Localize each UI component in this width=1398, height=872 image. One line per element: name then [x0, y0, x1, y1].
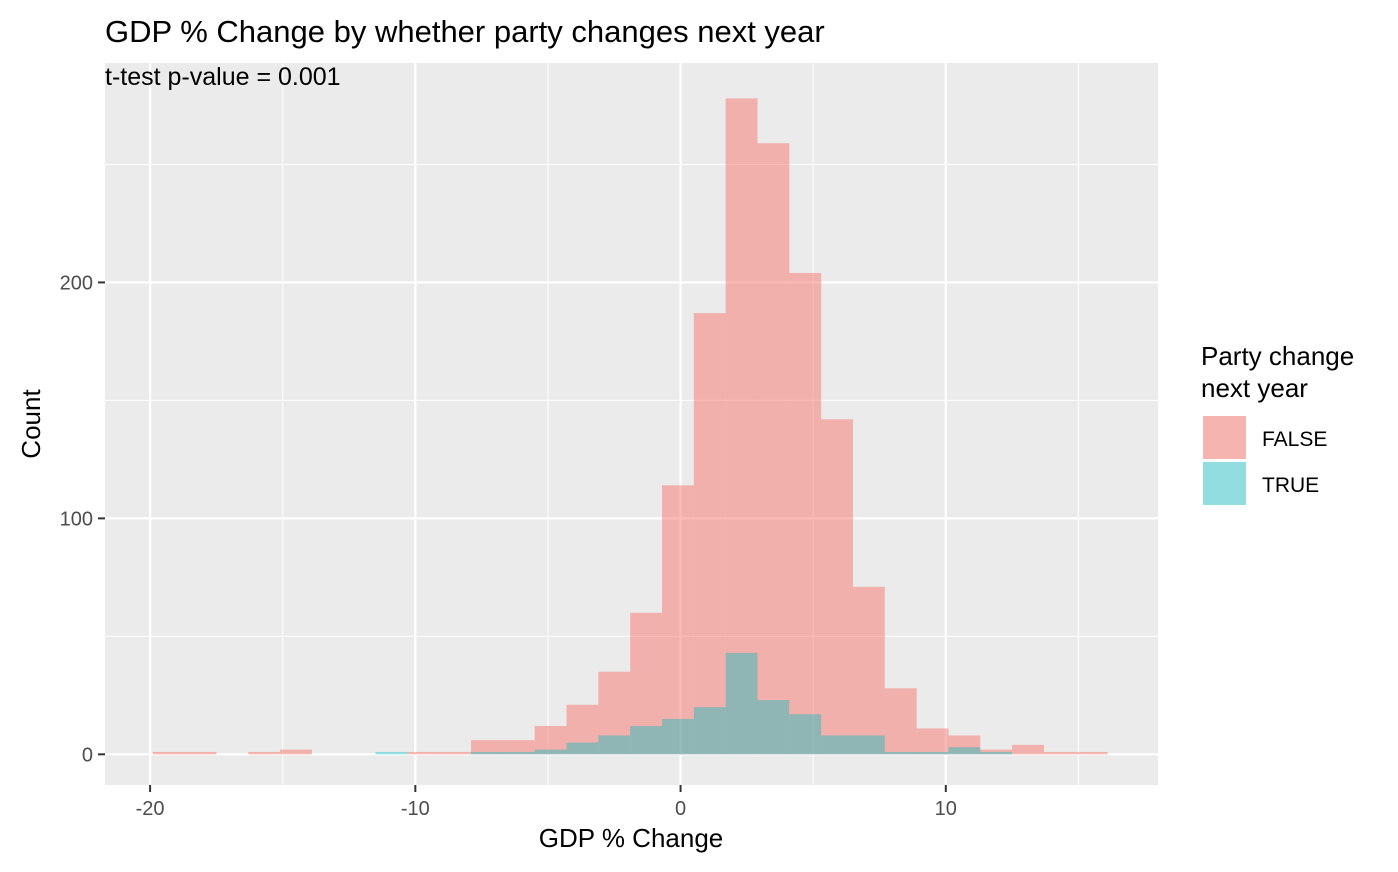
- legend-label-false: FALSE: [1262, 428, 1327, 451]
- histogram-bar-false: [534, 726, 567, 755]
- histogram-bar-true: [757, 700, 790, 755]
- histogram-bar-false: [789, 272, 822, 755]
- y-tick-label: 0: [82, 744, 93, 766]
- histogram-bar-false: [1043, 751, 1076, 755]
- histogram-bar-false: [852, 586, 885, 755]
- histogram-bar-false: [1075, 751, 1108, 755]
- histogram-bar-false: [662, 485, 694, 755]
- histogram-bar-false: [248, 751, 281, 755]
- histogram-bar-true: [916, 751, 949, 755]
- histogram-bar-true: [789, 714, 822, 755]
- x-axis-label: GDP % Change: [539, 823, 724, 853]
- histogram-bar-false: [980, 749, 1013, 755]
- y-tick-label: 200: [60, 272, 93, 294]
- histogram-bar-true: [884, 751, 917, 755]
- histogram-bar-false: [757, 143, 790, 755]
- legend: Party change next year FALSE TRUE: [1201, 341, 1354, 505]
- y-axis: 0 100 200: [60, 272, 105, 766]
- histogram-bar-false: [821, 419, 853, 755]
- histogram-bar-false: [152, 751, 185, 755]
- legend-label-true: TRUE: [1262, 474, 1319, 497]
- histogram-bar-false: [439, 751, 472, 755]
- x-tick-label: -20: [136, 798, 165, 820]
- series-false-bars: [152, 98, 1108, 755]
- histogram-bar-false: [884, 688, 917, 755]
- histogram-bar-false: [566, 704, 599, 755]
- histogram-bar-true: [471, 751, 503, 755]
- histogram-bar-false: [630, 612, 663, 755]
- histogram-bar-false: [471, 740, 503, 755]
- histogram-bar-true: [630, 726, 663, 755]
- histogram-bar-false: [916, 728, 949, 755]
- histogram-bar-true: [375, 751, 408, 755]
- x-tick-label: 10: [935, 798, 957, 820]
- histogram-bar-true: [566, 742, 599, 755]
- x-tick-label: 0: [675, 798, 686, 820]
- histogram-bar-true: [662, 718, 694, 755]
- histogram-bar-false: [1012, 744, 1044, 755]
- subtitle-annotation: t-test p-value = 0.001: [105, 63, 341, 91]
- series-true-bars: [375, 652, 1013, 755]
- legend-swatch-true: [1203, 462, 1246, 505]
- x-tick-label: -10: [401, 798, 430, 820]
- histogram-bar-true: [725, 652, 758, 755]
- histogram-bar-true: [980, 751, 1013, 755]
- histogram-bar-false: [407, 751, 440, 755]
- legend-swatch-false: [1203, 416, 1246, 459]
- histogram-bar-false: [948, 735, 981, 755]
- histogram-bar-true: [534, 749, 567, 755]
- legend-key-true: [1203, 462, 1246, 505]
- histogram-bar-true: [852, 735, 885, 755]
- histogram-bar-false: [184, 751, 217, 755]
- histogram-bar-true: [821, 735, 853, 755]
- histogram-bar-false: [693, 313, 726, 755]
- histogram-bar-true: [693, 707, 726, 755]
- x-axis: -20 -10 0 10: [136, 785, 957, 820]
- y-tick-label: 100: [60, 508, 93, 530]
- y-axis-label: Count: [16, 389, 46, 459]
- histogram-bar-false: [598, 671, 631, 755]
- legend-title-line1: Party change: [1201, 341, 1354, 371]
- histogram-bar-true: [598, 735, 631, 755]
- histogram-bar-false: [725, 98, 758, 755]
- histogram-bar-false: [502, 740, 535, 755]
- histogram-bar-true: [948, 747, 981, 755]
- legend-title-line2: next year: [1201, 373, 1308, 403]
- histogram-bar-false: [280, 749, 312, 755]
- histogram-bar-true: [502, 751, 535, 755]
- chart-title: GDP % Change by whether party changes ne…: [105, 14, 825, 49]
